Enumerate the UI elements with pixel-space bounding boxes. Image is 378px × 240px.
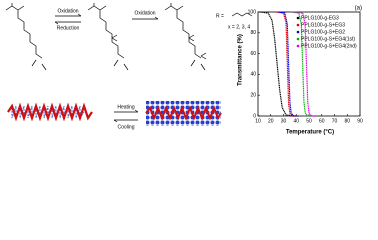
legend-label: PPLG100-g-EG3 [301, 15, 339, 21]
series-line [293, 11, 316, 117]
scheme-label: Heating [117, 104, 134, 110]
y-tick-label: 100 [248, 9, 257, 15]
legend-marker [296, 37, 300, 41]
x-tick-label: 20 [268, 118, 274, 124]
x-tick-label: 80 [344, 118, 350, 124]
scheme-label: x = 2, 3, 4 [228, 24, 250, 30]
panel-label: (a) [355, 6, 362, 12]
y-tick-label: 20 [250, 93, 256, 99]
series-line [260, 11, 297, 117]
x-tick-label: 70 [332, 118, 338, 124]
scheme-label: R = [216, 13, 224, 19]
legend-label: PPLG100-g-S+EG2 [301, 29, 345, 35]
legend-marker [296, 23, 300, 27]
scheme-label: Oxidation [134, 10, 155, 16]
y-axis-title: Transmittance (%) [238, 34, 244, 86]
legend-marker [296, 44, 300, 48]
x-tick-label: 40 [293, 118, 299, 124]
scheme-label: Reduction [57, 25, 80, 31]
legend-label: PPLG100-g-S+EG4(2nd) [301, 43, 357, 49]
legend-label: PPLG100-g-S+EG4(1st) [301, 36, 355, 42]
x-tick-label: 60 [319, 118, 325, 124]
x-axis-title: Temperature (°C) [286, 130, 334, 136]
y-tick-label: 60 [250, 51, 256, 57]
series-line [278, 11, 299, 117]
helix-drawing [7, 101, 222, 126]
x-tick-label: 90 [357, 118, 363, 124]
x-tick-label: 10 [255, 118, 261, 124]
legend-label: PPLG100-g-S+EG3 [301, 22, 345, 28]
legend-marker [296, 30, 300, 34]
legend-marker [296, 16, 300, 20]
scheme-label: Cooling [118, 124, 135, 130]
y-tick-label: 0 [253, 113, 256, 119]
scheme-drawing [5, 3, 253, 71]
scheme-label: Oxidation [57, 8, 78, 14]
y-tick-label: 80 [250, 30, 256, 36]
y-tick-label: 40 [250, 72, 256, 78]
figure: Oxidation Reduction Oxidation R = x = 2,… [5, 3, 363, 136]
x-tick-label: 50 [306, 118, 312, 124]
series-line [291, 11, 312, 117]
series-line [275, 11, 297, 117]
x-tick-label: 30 [281, 118, 287, 124]
